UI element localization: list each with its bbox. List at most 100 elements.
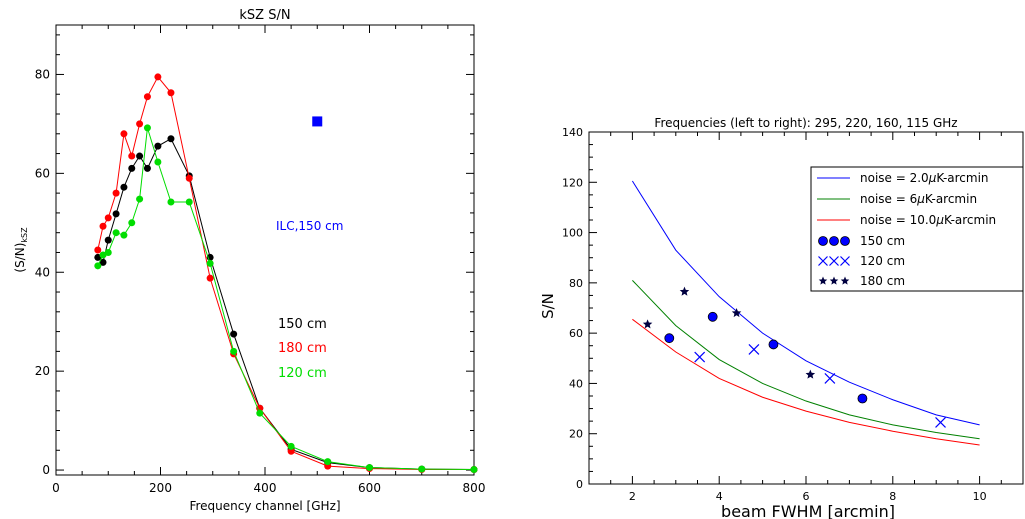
series-line-150-cm bbox=[97, 138, 475, 471]
left-plot-frame bbox=[55, 24, 475, 476]
data-point-180-cm bbox=[120, 130, 128, 138]
data-point-x-120-cm bbox=[935, 416, 946, 428]
left-y-tick-label: 0 bbox=[42, 463, 50, 477]
left-series-group bbox=[94, 73, 478, 474]
legend-box bbox=[810, 166, 1024, 292]
data-point-120-cm bbox=[470, 466, 478, 474]
legend-label-noise-10-mu: μ bbox=[935, 213, 944, 227]
legend-label-120cm: 120 cm bbox=[860, 254, 905, 268]
left-axis-ticks: 0 200 400 600 800 0 20 40 60 80 bbox=[35, 25, 486, 495]
left-x-tick-label: 200 bbox=[149, 481, 172, 495]
left-x-tick-label: 800 bbox=[463, 481, 486, 495]
legend-marker-150-cm bbox=[829, 236, 839, 246]
legend-label-noise-2-mu: μ bbox=[928, 171, 937, 185]
data-point-150-cm bbox=[94, 253, 102, 261]
series-line-180-cm bbox=[97, 76, 474, 471]
left-y-tick-label: 60 bbox=[35, 166, 50, 180]
data-point-120-cm bbox=[120, 231, 128, 239]
data-point-120-cm bbox=[418, 465, 426, 473]
data-point-180-cm bbox=[112, 189, 120, 197]
legend-marker-180-cm bbox=[829, 276, 839, 285]
data-point-120-cm bbox=[99, 251, 107, 259]
data-point-180-cm bbox=[206, 274, 214, 282]
legend-label-noise-6-suffix: K-arcmin bbox=[925, 192, 977, 206]
right-x-tick-label: 6 bbox=[803, 490, 810, 503]
data-point-150-cm bbox=[104, 236, 112, 244]
right-y-tick-label: 0 bbox=[576, 478, 583, 491]
noise-curve-1 bbox=[632, 279, 980, 440]
right-y-tick-label: 100 bbox=[562, 227, 583, 240]
data-point-180-cm bbox=[136, 120, 144, 128]
legend-marker-120-cm bbox=[829, 256, 839, 266]
series-label-150cm: 150 cm bbox=[278, 317, 327, 332]
data-point-180-cm bbox=[99, 222, 107, 230]
right-x-tick-label: 4 bbox=[716, 490, 723, 503]
ilc-point-label: ILC,150 cm bbox=[276, 219, 343, 233]
right-y-tick-label: 20 bbox=[569, 428, 583, 441]
data-point-120-cm bbox=[206, 259, 214, 267]
series-label-180cm: 180 cm bbox=[278, 341, 327, 356]
right-chart: Frequencies (left to right): 295, 220, 1… bbox=[539, 116, 1024, 519]
legend-marker-120-cm bbox=[840, 256, 850, 266]
ilc-data-point bbox=[312, 116, 323, 127]
legend-label-noise-10-suffix: K-arcmin bbox=[944, 213, 996, 227]
legend-marker-150-cm bbox=[818, 236, 828, 246]
data-point-120-cm bbox=[143, 124, 151, 132]
data-point-150-cm bbox=[167, 135, 175, 143]
data-point-120-cm bbox=[230, 347, 238, 355]
data-point-120-cm bbox=[366, 464, 373, 472]
left-x-axis-label: Frequency channel [GHz] bbox=[189, 499, 340, 513]
left-y-tick-label: 20 bbox=[35, 364, 50, 378]
right-series-group bbox=[631, 180, 980, 446]
data-point-120-cm bbox=[324, 458, 332, 466]
data-point-180-cm bbox=[143, 93, 151, 101]
series-label-120cm: 120 cm bbox=[278, 366, 327, 381]
right-y-axis-label: S/N bbox=[539, 293, 557, 319]
legend-label-noise-6-prefix: noise = 6 bbox=[860, 192, 917, 206]
data-point-120-cm bbox=[104, 248, 112, 256]
legend-marker-120-cm bbox=[818, 256, 828, 266]
data-point-120-cm bbox=[94, 262, 102, 270]
right-y-tick-label: 40 bbox=[569, 377, 583, 390]
data-point-circle-150-cm bbox=[664, 333, 675, 344]
data-point-180-cm bbox=[287, 447, 295, 455]
data-point-120-cm bbox=[128, 219, 136, 227]
data-point-180-cm bbox=[154, 73, 162, 81]
legend-label-noise-6: noise = 6μK-arcmin bbox=[860, 192, 977, 206]
right-y-tick-label: 140 bbox=[562, 126, 583, 139]
data-point-circle-150-cm bbox=[768, 339, 779, 350]
data-point-star-180-cm bbox=[731, 308, 742, 318]
data-point-x-120-cm bbox=[824, 372, 836, 384]
left-chart-title: kSZ S/N bbox=[239, 8, 290, 23]
data-point-150-cm bbox=[112, 210, 120, 218]
right-x-tick-label: 2 bbox=[629, 490, 636, 503]
legend-label-180cm: 180 cm bbox=[860, 274, 905, 288]
data-point-180-cm bbox=[128, 152, 136, 160]
data-point-180-cm bbox=[185, 174, 193, 182]
legend-marker-180-cm bbox=[840, 276, 850, 285]
left-x-tick-label: 0 bbox=[52, 481, 60, 495]
data-point-150-cm bbox=[136, 152, 144, 160]
data-point-150-cm bbox=[128, 164, 136, 172]
data-point-150-cm bbox=[99, 258, 107, 266]
legend-label-noise-2-suffix: K-arcmin bbox=[936, 171, 988, 185]
right-x-tick-label: 8 bbox=[889, 490, 896, 503]
left-x-tick-label: 400 bbox=[254, 481, 277, 495]
left-y-axis-label-sub: kSZ bbox=[20, 227, 29, 243]
data-point-120-cm bbox=[256, 409, 264, 417]
data-point-star-180-cm bbox=[679, 286, 690, 296]
data-point-circle-150-cm bbox=[707, 311, 718, 322]
data-point-120-cm bbox=[136, 195, 144, 203]
data-point-x-120-cm bbox=[694, 351, 706, 363]
series-line-120-cm bbox=[97, 127, 475, 471]
legend-label-noise-2: noise = 2.0μK-arcmin bbox=[860, 171, 989, 185]
data-point-150-cm bbox=[154, 142, 162, 150]
data-point-120-cm bbox=[167, 198, 175, 206]
data-point-150-cm bbox=[120, 183, 128, 191]
data-point-star-180-cm bbox=[642, 319, 653, 329]
right-y-tick-label: 80 bbox=[569, 277, 583, 290]
right-x-tick-label: 10 bbox=[973, 490, 987, 503]
left-y-axis-label-main: (S/N) bbox=[13, 243, 27, 273]
data-point-150-cm bbox=[230, 330, 238, 338]
